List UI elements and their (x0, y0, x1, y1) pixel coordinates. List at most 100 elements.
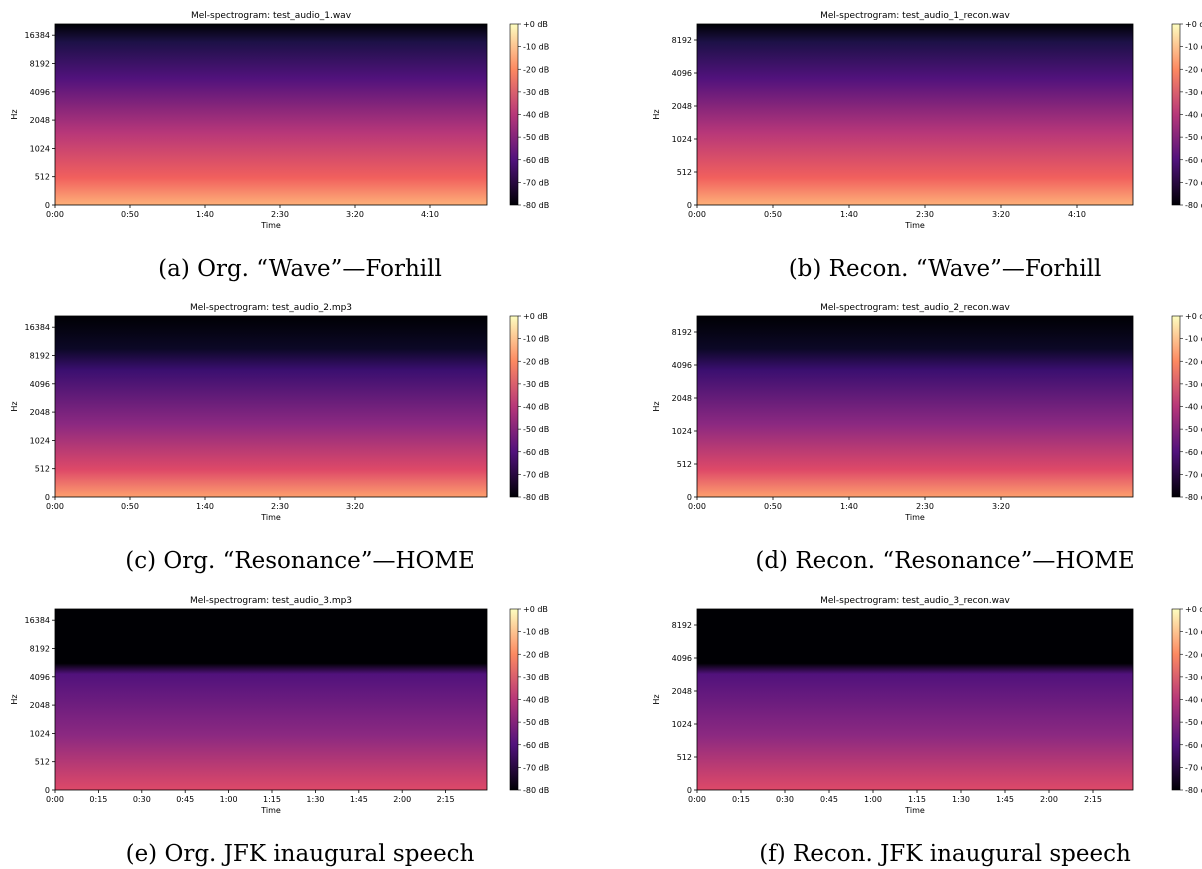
x-tick-label: 3:20 (992, 210, 1010, 219)
colorbar-label: -10 dB (1185, 628, 1202, 637)
x-axis-label: Time (904, 513, 925, 522)
spectrogram (55, 609, 487, 790)
x-tick-label: 1:00 (864, 795, 882, 804)
x-tick-label: 0:50 (121, 502, 139, 511)
caption: (f) Recon. JFK inaugural speech (759, 841, 1131, 867)
x-tick-label: 0:00 (46, 795, 64, 804)
colorbar-label: -10 dB (523, 335, 549, 344)
colorbar-label: -50 dB (523, 425, 549, 434)
panel: Mel-spectrogram: test_audio_1.wav 0 512 102… (10, 11, 549, 282)
y-tick-label: 16384 (25, 616, 50, 625)
x-tick-label: 2:30 (271, 502, 289, 511)
x-tick-label: 1:40 (840, 502, 858, 511)
y-tick-label: 0 (45, 786, 50, 795)
panel-title: Mel-spectrogram: test_audio_1_recon.wav (820, 11, 1010, 21)
colorbar (1171, 315, 1181, 498)
y-tick-label: 8192 (30, 60, 50, 69)
y-tick-label: 512 (35, 758, 50, 767)
colorbar-label: +0 dB (1185, 20, 1202, 29)
y-tick-label: 1024 (30, 144, 50, 153)
colorbar (1171, 23, 1181, 206)
colorbar-label: +0 dB (1185, 312, 1202, 321)
colorbar-label: -80 dB (523, 493, 549, 502)
colorbar-label: -70 dB (523, 470, 549, 479)
colorbar-label: +0 dB (523, 312, 548, 321)
colorbar-label: -30 dB (1185, 673, 1202, 682)
colorbar-label: -20 dB (523, 357, 549, 366)
panel-title: Mel-spectrogram: test_audio_3_recon.wav (820, 596, 1010, 606)
x-axis-label: Time (904, 221, 925, 230)
y-tick-label: 8192 (672, 621, 692, 630)
y-tick-label: 4096 (30, 673, 50, 682)
x-tick-label: 2:15 (1084, 795, 1102, 804)
y-tick-label: 4096 (672, 69, 692, 78)
x-tick-label: 0:30 (776, 795, 794, 804)
colorbar-label: -70 dB (1185, 470, 1202, 479)
colorbar-label: -20 dB (523, 650, 549, 659)
colorbar (1171, 608, 1181, 791)
colorbar-label: -30 dB (1185, 88, 1202, 97)
x-tick-label: 2:00 (393, 795, 411, 804)
colorbar-label: -30 dB (1185, 380, 1202, 389)
x-tick-label: 0:00 (688, 210, 706, 219)
y-tick-label: 2048 (672, 102, 692, 111)
x-tick-label: 2:30 (916, 210, 934, 219)
spectrogram (697, 609, 1133, 790)
colorbar-label: -40 dB (1185, 111, 1202, 120)
colorbar (509, 608, 519, 791)
panel: Mel-spectrogram: test_audio_2_recon.wav 0… (652, 303, 1202, 574)
panel: Mel-spectrogram: test_audio_3.mp3 0 512 102… (10, 596, 549, 867)
x-tick-label: 0:45 (176, 795, 194, 804)
plot-frame (54, 608, 488, 791)
x-tick-label: 4:10 (1068, 210, 1086, 219)
y-tick-label: 0 (687, 786, 692, 795)
x-axis-label: Time (260, 513, 281, 522)
colorbar-label: -80 dB (523, 201, 549, 210)
colorbar-label: +0 dB (523, 605, 548, 614)
y-tick-label: 8192 (672, 36, 692, 45)
x-tick-label: 1:40 (840, 210, 858, 219)
plot-frame (54, 23, 488, 206)
colorbar-label: -70 dB (523, 763, 549, 772)
colorbar-label: -60 dB (1185, 156, 1202, 165)
colorbar-label: -70 dB (523, 178, 549, 187)
colorbar-label: -20 dB (1185, 357, 1202, 366)
colorbar-label: +0 dB (523, 20, 548, 29)
colorbar-label: -60 dB (1185, 448, 1202, 457)
colorbar-label: -40 dB (1185, 403, 1202, 412)
y-axis-label: Hz (10, 109, 19, 119)
x-tick-label: 1:45 (350, 795, 368, 804)
x-tick-label: 2:30 (916, 502, 934, 511)
x-tick-label: 0:00 (688, 502, 706, 511)
y-tick-label: 8192 (672, 328, 692, 337)
panel-title: Mel-spectrogram: test_audio_2.mp3 (190, 303, 352, 313)
colorbar-label: -40 dB (523, 111, 549, 120)
colorbar-label: -30 dB (523, 380, 549, 389)
caption: (c) Org. “Resonance”—HOME (125, 548, 475, 574)
colorbar-label: -40 dB (523, 403, 549, 412)
x-tick-label: 4:10 (421, 210, 439, 219)
y-tick-label: 2048 (30, 116, 50, 125)
colorbar-label: -30 dB (523, 673, 549, 682)
y-tick-label: 4096 (672, 361, 692, 370)
colorbar-label: +0 dB (1185, 605, 1202, 614)
x-axis-label: Time (260, 806, 281, 815)
x-tick-label: 1:30 (952, 795, 970, 804)
colorbar-label: -80 dB (1185, 786, 1202, 795)
y-tick-label: 1024 (672, 720, 692, 729)
panel: Mel-spectrogram: test_audio_1_recon.wav 0… (652, 11, 1202, 282)
x-tick-label: 3:20 (346, 502, 364, 511)
panel-title: Mel-spectrogram: test_audio_2_recon.wav (820, 303, 1010, 313)
y-tick-label: 2048 (30, 408, 50, 417)
colorbar (509, 23, 519, 206)
colorbar-label: -20 dB (523, 65, 549, 74)
y-tick-label: 512 (677, 168, 692, 177)
caption: (b) Recon. “Wave”—Forhill (789, 256, 1102, 282)
plot-frame (696, 23, 1134, 206)
y-tick-label: 2048 (30, 701, 50, 710)
y-tick-label: 0 (687, 201, 692, 210)
colorbar-label: -40 dB (1185, 696, 1202, 705)
x-tick-label: 1:15 (908, 795, 926, 804)
x-tick-label: 1:40 (196, 502, 214, 511)
